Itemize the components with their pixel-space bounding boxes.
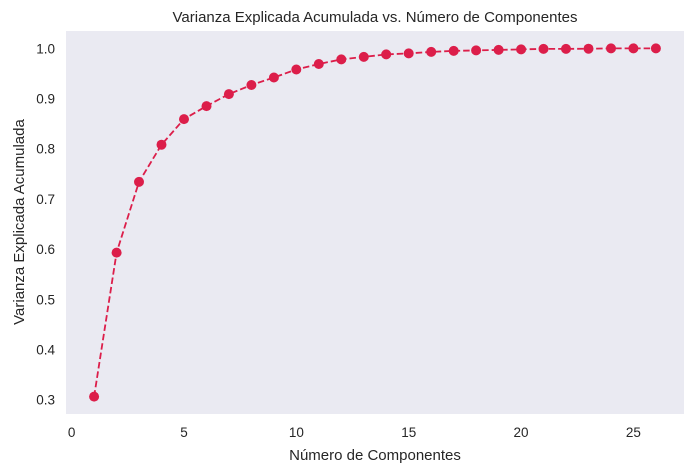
x-tick-label: 20	[514, 425, 529, 440]
data-point-marker	[336, 54, 347, 65]
data-point-marker	[179, 114, 189, 125]
data-point-marker	[471, 45, 482, 56]
data-point-marker	[628, 43, 639, 54]
x-axis-ticks: 0 5 10 15 20 25	[68, 425, 641, 440]
data-point-marker	[650, 43, 661, 54]
y-tick-label: 0.9	[36, 92, 55, 107]
data-point-marker	[246, 80, 257, 90]
x-tick-label: 10	[289, 425, 304, 440]
data-point-marker	[201, 101, 212, 112]
data-point-marker	[89, 391, 100, 402]
data-point-marker	[134, 176, 144, 187]
y-tick-label: 0.4	[36, 342, 55, 357]
data-point-marker	[403, 48, 414, 59]
plot-area	[66, 31, 684, 414]
y-axis-ticks: 0.3 0.4 0.5 0.6 0.7 0.8 0.9 1.0	[36, 41, 55, 407]
x-tick-label: 0	[68, 425, 76, 440]
data-series	[89, 43, 661, 402]
y-tick-label: 0.3	[36, 393, 55, 408]
data-point-marker	[606, 43, 616, 54]
data-point-marker	[583, 43, 594, 54]
data-point-marker	[538, 43, 549, 54]
x-tick-label: 25	[626, 425, 641, 440]
data-point-marker	[381, 49, 392, 60]
data-point-marker	[268, 72, 279, 83]
data-point-marker	[223, 89, 234, 100]
data-point-marker	[493, 44, 504, 55]
x-tick-label: 15	[401, 425, 416, 440]
x-axis-label: Número de Componentes	[289, 447, 461, 464]
chart-title: Varianza Explicada Acumulada vs. Número …	[173, 9, 578, 26]
y-tick-label: 0.6	[36, 242, 55, 257]
y-axis-label: Varianza Explicada Acumulada	[11, 119, 28, 325]
data-point-marker	[426, 46, 437, 57]
data-point-marker	[516, 44, 527, 55]
y-tick-label: 0.8	[36, 142, 55, 157]
data-point-marker	[156, 139, 167, 150]
x-tick-label: 5	[180, 425, 188, 440]
data-point-marker	[561, 43, 571, 54]
y-tick-label: 0.7	[36, 192, 55, 207]
data-point-marker	[111, 247, 122, 258]
y-tick-label: 0.5	[36, 292, 55, 307]
y-tick-label: 1.0	[36, 41, 55, 56]
data-point-marker	[291, 64, 302, 75]
data-point-marker	[313, 59, 324, 69]
data-point-marker	[358, 51, 369, 62]
data-point-marker	[448, 45, 459, 56]
